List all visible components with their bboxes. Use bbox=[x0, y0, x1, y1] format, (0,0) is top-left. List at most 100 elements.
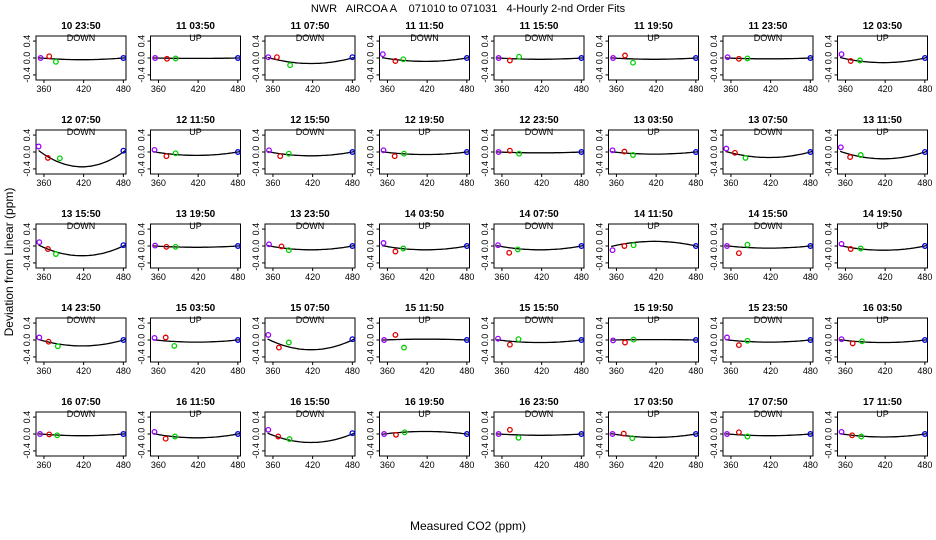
data-point bbox=[172, 243, 179, 250]
x-tick-label: 360 bbox=[723, 178, 738, 188]
data-point bbox=[392, 331, 399, 338]
panel-direction: DOWN bbox=[296, 409, 325, 419]
data-point bbox=[35, 143, 42, 150]
y-tick-label: 0.0 bbox=[595, 240, 605, 253]
y-tick-label: -0.4 bbox=[709, 349, 719, 365]
data-point bbox=[37, 431, 43, 437]
data-point bbox=[171, 342, 178, 349]
data-point bbox=[724, 334, 730, 341]
y-tick-label: 0.4 bbox=[22, 411, 32, 424]
data-point bbox=[506, 341, 513, 348]
y-tick-label: 0.4 bbox=[595, 317, 605, 330]
data-point bbox=[515, 434, 522, 441]
y-tick-label: -0.4 bbox=[709, 161, 719, 177]
y-tick-label: 0.4 bbox=[137, 317, 147, 330]
fit-curve bbox=[382, 57, 469, 63]
x-tick-label: 480 bbox=[230, 84, 245, 94]
y-tick-label: -0.4 bbox=[366, 67, 376, 83]
y-tick-label: -0.4 bbox=[824, 67, 834, 83]
data-point bbox=[120, 242, 127, 249]
panel-title: 13 15:50 bbox=[61, 209, 101, 220]
x-tick-label: 360 bbox=[494, 84, 509, 94]
data-point bbox=[723, 145, 730, 152]
data-point bbox=[381, 431, 388, 437]
y-tick-label: 0.0 bbox=[22, 428, 32, 441]
y-tick-label: 0.0 bbox=[366, 146, 376, 159]
panel-direction: DOWN bbox=[410, 33, 439, 43]
fit-curve bbox=[267, 244, 355, 251]
data-point bbox=[735, 250, 742, 257]
x-tick-label: 420 bbox=[76, 84, 91, 94]
data-point bbox=[380, 240, 387, 246]
y-tick-label: 0.0 bbox=[22, 334, 32, 347]
y-tick-label: -0.4 bbox=[480, 161, 490, 177]
data-point bbox=[463, 55, 470, 61]
panel-direction: DOWN bbox=[754, 315, 783, 325]
y-tick-label: -0.4 bbox=[595, 443, 605, 459]
y-tick-label: 0.0 bbox=[137, 428, 147, 441]
data-point bbox=[46, 53, 53, 60]
data-point bbox=[349, 336, 356, 343]
y-tick-label: 0.4 bbox=[709, 317, 719, 330]
panel-title: 14 03:50 bbox=[405, 209, 445, 220]
x-tick-label: 360 bbox=[265, 178, 280, 188]
data-point bbox=[151, 146, 158, 153]
data-point bbox=[120, 337, 127, 343]
x-tick-label: 360 bbox=[494, 178, 509, 188]
data-point bbox=[921, 337, 928, 343]
x-tick-label: 360 bbox=[838, 84, 853, 94]
y-tick-label: 0.4 bbox=[22, 223, 32, 236]
fit-curve bbox=[839, 56, 927, 64]
data-point bbox=[921, 243, 928, 249]
x-tick-label: 480 bbox=[459, 178, 474, 188]
data-point bbox=[609, 247, 616, 254]
x-tick-label: 480 bbox=[917, 178, 932, 188]
data-point bbox=[735, 342, 742, 349]
data-point bbox=[838, 51, 845, 58]
x-tick-label: 480 bbox=[688, 460, 703, 470]
panel-title: 14 23:50 bbox=[61, 303, 101, 314]
data-point bbox=[120, 147, 127, 154]
y-tick-label: -0.4 bbox=[709, 67, 719, 83]
data-point bbox=[164, 55, 170, 62]
data-point bbox=[285, 339, 292, 346]
data-point bbox=[495, 55, 502, 61]
data-point bbox=[516, 150, 523, 157]
x-tick-label: 360 bbox=[380, 460, 395, 470]
panel-direction: DOWN bbox=[754, 33, 783, 43]
data-point bbox=[578, 55, 585, 61]
data-point bbox=[46, 431, 53, 438]
x-tick-label: 420 bbox=[420, 272, 435, 282]
data-point bbox=[849, 340, 856, 347]
y-tick-label: 0.4 bbox=[366, 317, 376, 330]
panel-direction: DOWN bbox=[525, 221, 554, 231]
x-tick-label: 420 bbox=[763, 272, 778, 282]
y-tick-label: 0.0 bbox=[595, 334, 605, 347]
data-point bbox=[463, 243, 470, 249]
x-tick-label: 420 bbox=[534, 460, 549, 470]
y-tick-label: 0.0 bbox=[251, 146, 261, 159]
y-tick-label: 0.0 bbox=[22, 240, 32, 253]
data-point bbox=[692, 149, 699, 155]
y-axis-label: Deviation from Linear (ppm) bbox=[2, 188, 16, 337]
panel-direction: DOWN bbox=[296, 221, 325, 231]
data-point bbox=[162, 334, 169, 341]
y-tick-label: 0.0 bbox=[251, 428, 261, 441]
panel-title: 11 07:50 bbox=[291, 21, 330, 32]
x-tick-label: 480 bbox=[230, 272, 245, 282]
y-tick-label: 0.4 bbox=[137, 223, 147, 236]
panel-direction: DOWN bbox=[296, 33, 325, 43]
y-tick-label: 0.0 bbox=[251, 334, 261, 347]
data-point bbox=[921, 431, 928, 437]
data-point bbox=[731, 149, 738, 156]
data-point bbox=[381, 337, 388, 343]
panel-title: 13 23:50 bbox=[290, 209, 330, 220]
